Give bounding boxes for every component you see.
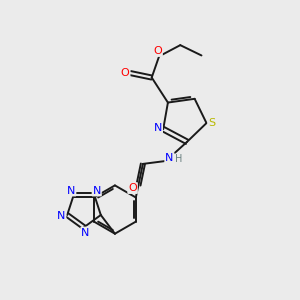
- Text: N: N: [165, 153, 174, 163]
- Text: S: S: [208, 118, 215, 128]
- Text: O: O: [121, 68, 130, 78]
- Text: O: O: [153, 46, 162, 56]
- Text: O: O: [128, 183, 137, 193]
- Text: H: H: [175, 154, 182, 164]
- Text: N: N: [57, 211, 65, 220]
- Text: N: N: [67, 185, 75, 196]
- Text: N: N: [93, 185, 101, 196]
- Text: N: N: [81, 227, 90, 238]
- Text: N: N: [154, 123, 162, 133]
